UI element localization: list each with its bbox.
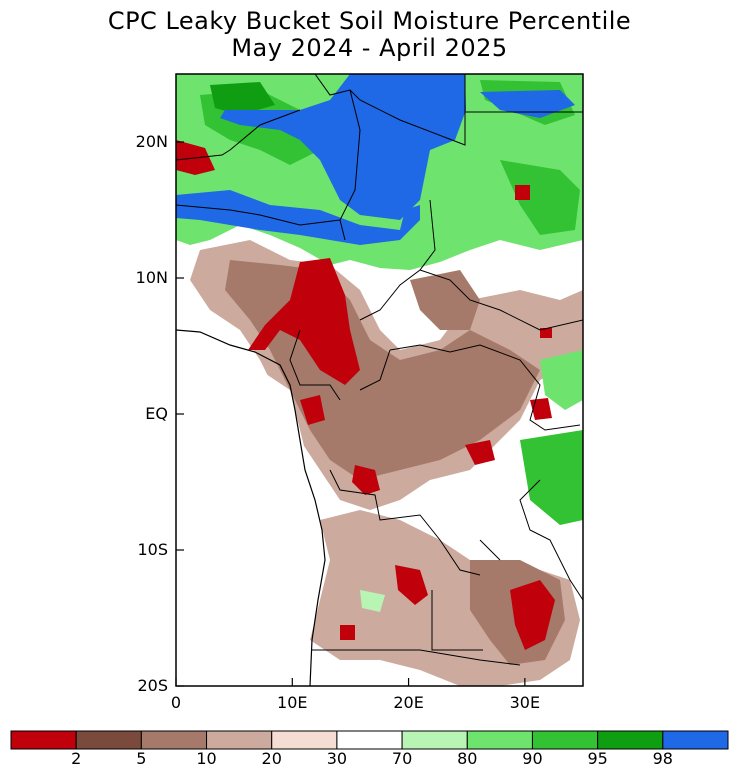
colorbar-swatch <box>662 730 729 750</box>
x-tick-label: 30E <box>509 693 541 712</box>
y-tick-label: 10N <box>135 268 168 287</box>
colorbar-label: 30 <box>326 749 348 768</box>
colorbar-swatch <box>401 730 468 750</box>
colorbar-label: 10 <box>196 749 217 768</box>
map-title: CPC Leaky Bucket Soil Moisture Percentil… <box>107 7 632 35</box>
map-frame <box>175 73 584 687</box>
y-tick-label: 20N <box>135 132 168 151</box>
colorbar-label: 95 <box>587 749 608 768</box>
colorbar-swatch <box>271 730 338 750</box>
colorbar-label: 70 <box>391 749 413 768</box>
x-tick-label: 0 <box>170 693 182 712</box>
x-tick-label: 10E <box>277 693 308 712</box>
colorbar <box>10 730 729 750</box>
colorbar-label: 98 <box>652 749 673 768</box>
axis-ticks <box>175 141 526 687</box>
colorbar-label: 5 <box>136 749 147 768</box>
colorbar-swatch <box>466 730 533 750</box>
y-tick-label: EQ <box>145 404 168 423</box>
colorbar-swatch <box>10 730 77 750</box>
colorbar-label: 80 <box>457 749 478 768</box>
colorbar-label: 20 <box>261 749 282 768</box>
colorbar-swatch <box>206 730 273 750</box>
colorbar-label: 90 <box>522 749 543 768</box>
map-field <box>176 74 583 686</box>
colorbar-swatch <box>75 730 142 750</box>
colorbar-swatch <box>531 730 599 750</box>
y-tick-label: 10S <box>137 540 168 559</box>
map-subtitle: May 2024 - April 2025 <box>231 34 508 62</box>
y-tick-label: 20S <box>137 676 168 695</box>
x-tick-label: 20E <box>393 693 424 712</box>
colorbar-swatch <box>597 730 664 750</box>
colorbar-swatch <box>140 730 208 750</box>
colorbar-swatch <box>336 730 403 750</box>
colorbar-label: 2 <box>71 749 82 768</box>
